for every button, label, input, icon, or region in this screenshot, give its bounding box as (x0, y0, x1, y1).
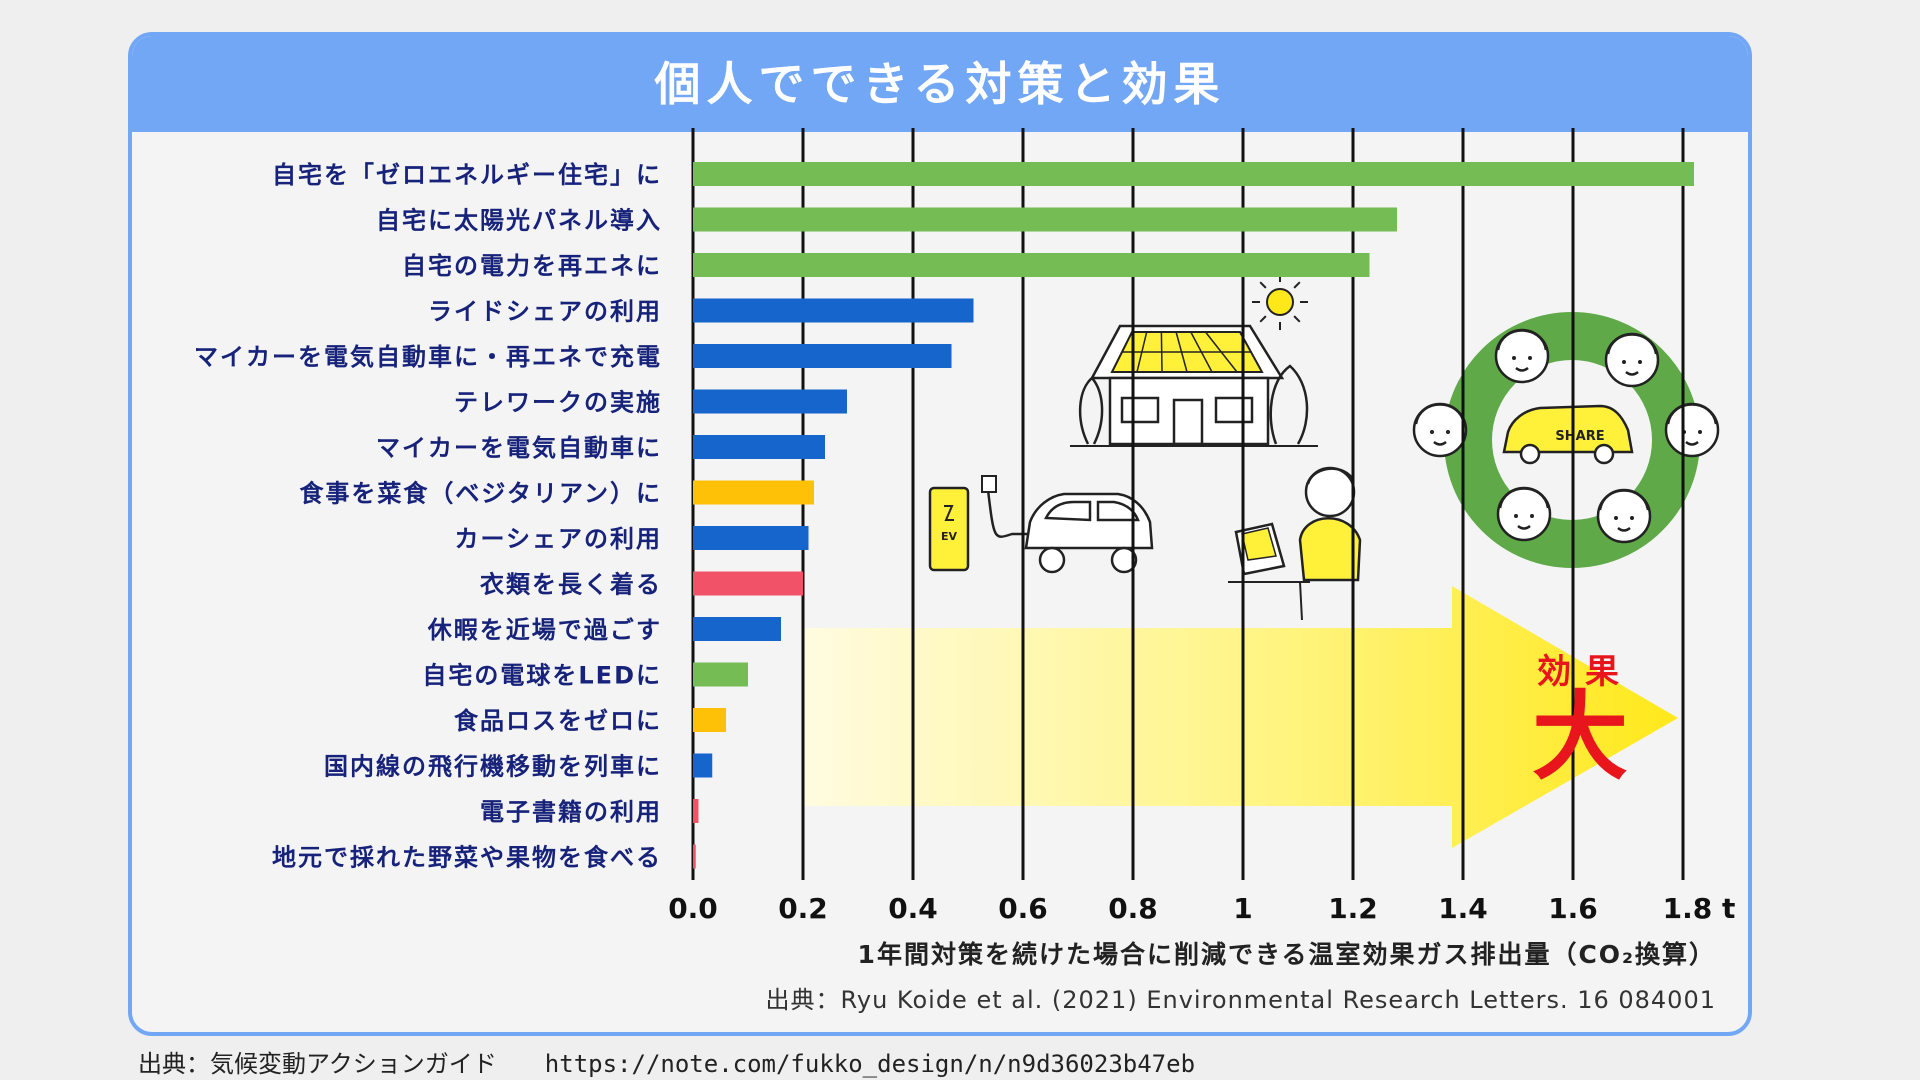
electric-car-icon (1024, 492, 1154, 574)
x-tick-label: 0.6 (998, 892, 1048, 925)
category-label: 自宅を「ゼロエネルギー住宅」に (272, 161, 662, 189)
category-label: 休暇を近場で過ごす (427, 616, 662, 644)
bar (693, 207, 1397, 232)
category-label: 自宅の電力を再エネに (402, 252, 662, 280)
page-source: 出典：気候変動アクションガイド https://note.com/fukko_d… (138, 1050, 1196, 1078)
category-label: 食品ロスをゼロに (454, 707, 662, 735)
category-label: 衣類を長く着る (480, 571, 662, 599)
bars (693, 162, 1694, 869)
x-tick-label: 1 (1233, 892, 1252, 925)
x-tick-label: 0.2 (778, 892, 828, 925)
effect-label-small: 効果 (1537, 652, 1633, 692)
title-banner (132, 36, 1748, 132)
share-ring-icon: SHARE (1412, 312, 1720, 568)
bar (693, 799, 699, 823)
x-tick-label: 1.8 t (1663, 892, 1736, 925)
bar (693, 753, 713, 778)
house-solar-icon (1070, 324, 1318, 447)
svg-text:EV: EV (941, 530, 958, 543)
x-tick-label: 0.0 (668, 892, 718, 925)
bar (693, 617, 781, 641)
bar (693, 389, 847, 414)
bar (693, 571, 803, 596)
bar (693, 298, 974, 323)
category-label: 自宅の電球をLEDに (422, 662, 662, 690)
bar (693, 162, 1694, 186)
chart-title: 個人でできる対策と効果 (654, 57, 1226, 111)
bar (693, 344, 952, 368)
chart-card: 個人でできる対策と効果 (128, 32, 1752, 1036)
category-label: 地元で採れた野菜や果物を食べる (272, 844, 662, 872)
category-label: カーシェアの利用 (454, 525, 662, 553)
effect-label-big: 大 (1532, 681, 1628, 793)
category-label: マイカーを電気自動車に・再エネで充電 (194, 343, 662, 371)
telework-person-icon (1228, 466, 1362, 621)
category-label: ライドシェアの利用 (428, 298, 662, 326)
bar (693, 253, 1370, 277)
category-label: 食事を菜食（ベジタリアン）に (299, 480, 662, 508)
x-tick-label: 0.8 (1108, 892, 1158, 925)
category-label: マイカーを電気自動車に (376, 434, 662, 462)
x-tick-labels: 0.0 0.2 0.4 0.6 0.8 1 1.2 1.4 1.6 1.8 t (668, 892, 1735, 925)
bar (693, 708, 726, 732)
bar (693, 662, 748, 687)
source-citation: 出典：Ryu Koide et al. (2021) Environmental… (766, 986, 1716, 1014)
bar (693, 435, 825, 459)
bar (693, 844, 696, 869)
category-label: テレワークの実施 (454, 389, 662, 417)
category-labels: 自宅を「ゼロエネルギー住宅」に自宅に太陽光パネル導入自宅の電力を再エネにライドシ… (194, 161, 662, 872)
bar (693, 526, 809, 550)
category-label: 電子書籍の利用 (480, 798, 662, 826)
x-tick-label: 1.4 (1438, 892, 1488, 925)
x-axis-label: 1年間対策を続けた場合に削減できる温室効果ガス排出量（CO₂換算） (858, 940, 1716, 969)
x-tick-label: 1.6 (1548, 892, 1598, 925)
x-tick-label: 1.2 (1328, 892, 1378, 925)
share-car-icon: SHARE (1502, 404, 1634, 465)
x-tick-label: 0.4 (888, 892, 938, 925)
category-label: 国内線の飛行機移動を列車に (324, 753, 662, 781)
category-label: 自宅に太陽光パネル導入 (376, 207, 662, 235)
bar (693, 480, 814, 505)
sun-icon (1252, 274, 1308, 330)
svg-text:SHARE: SHARE (1555, 429, 1604, 444)
